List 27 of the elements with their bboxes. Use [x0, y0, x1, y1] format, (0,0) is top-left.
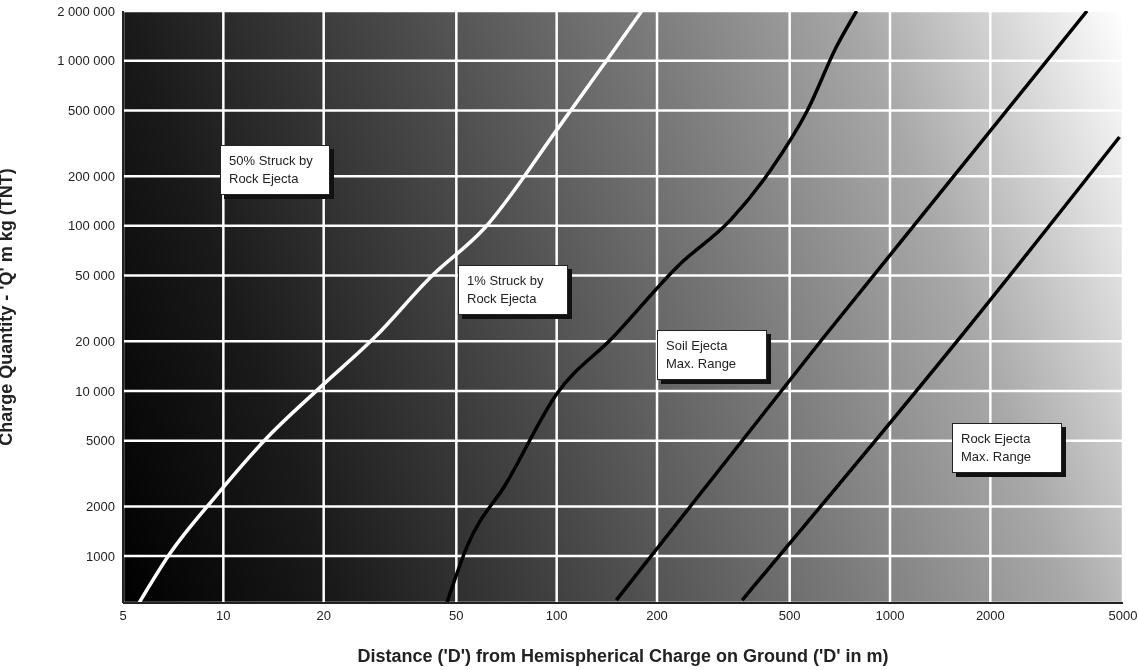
y-tick-label: 50 000: [75, 268, 115, 284]
annotation: Soil Ejecta Max. Range: [657, 329, 767, 380]
x-tick-label: 500: [778, 608, 801, 624]
y-tick-label: 2000: [86, 499, 115, 515]
x-tick-label: 50: [449, 608, 464, 624]
x-tick-label: 20: [316, 608, 331, 624]
y-tick-label: 5000: [86, 433, 115, 449]
x-tick-label: 100: [545, 608, 568, 624]
x-tick-label: 200: [646, 608, 668, 624]
y-tick-label: 10 000: [75, 383, 115, 399]
x-tick-label: 1000: [875, 608, 905, 624]
x-tick-label: 10: [216, 608, 231, 624]
y-tick-label: 1000: [86, 548, 115, 564]
y-tick-label: 2 000 000: [57, 3, 115, 19]
x-tick-label: 2000: [975, 608, 1005, 624]
y-tick-label: 200 000: [68, 168, 115, 184]
annotation: Rock Ejecta Max. Range: [952, 422, 1062, 473]
y-tick-label: 1 000 000: [57, 53, 115, 69]
y-tick-label: 500 000: [68, 103, 115, 119]
x-tick-label: 5000: [1108, 608, 1138, 624]
x-axis-title: Distance ('D') from Hemispherical Charge on Ground ('D' in m): [357, 646, 889, 666]
annotation: 1% Struck by Rock Ejecta: [458, 264, 568, 315]
annotation: 50% Struck by Rock Ejecta: [220, 145, 330, 196]
y-tick-label: 100 000: [68, 218, 115, 234]
y-axis-title: Charge Quantity - 'Q' m kg (TNT): [0, 168, 17, 446]
x-tick-label: 5: [119, 608, 127, 624]
y-tick-label: 20 000: [75, 333, 115, 349]
